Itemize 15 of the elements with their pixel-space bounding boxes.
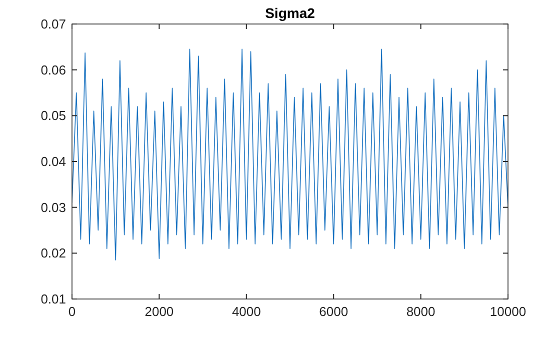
x-tick-label: 2000 xyxy=(144,304,174,319)
x-tick-label: 4000 xyxy=(232,304,261,319)
x-tick-label: 6000 xyxy=(319,304,348,319)
chart-title: Sigma2 xyxy=(265,5,316,21)
y-tick-label: 0.04 xyxy=(40,154,66,169)
x-tick-label: 8000 xyxy=(406,304,436,319)
line-series xyxy=(72,48,508,260)
y-tick-label: 0.07 xyxy=(40,16,66,32)
y-tick-label: 0.02 xyxy=(40,246,66,261)
x-tick-label: 0 xyxy=(68,304,76,319)
y-tick-label: 0.03 xyxy=(40,200,66,215)
x-tick-label: 10000 xyxy=(490,304,526,319)
y-tick-label: 0.06 xyxy=(40,62,66,78)
y-tick-label: 0.01 xyxy=(40,292,66,306)
y-tick-label: 0.05 xyxy=(40,108,66,124)
